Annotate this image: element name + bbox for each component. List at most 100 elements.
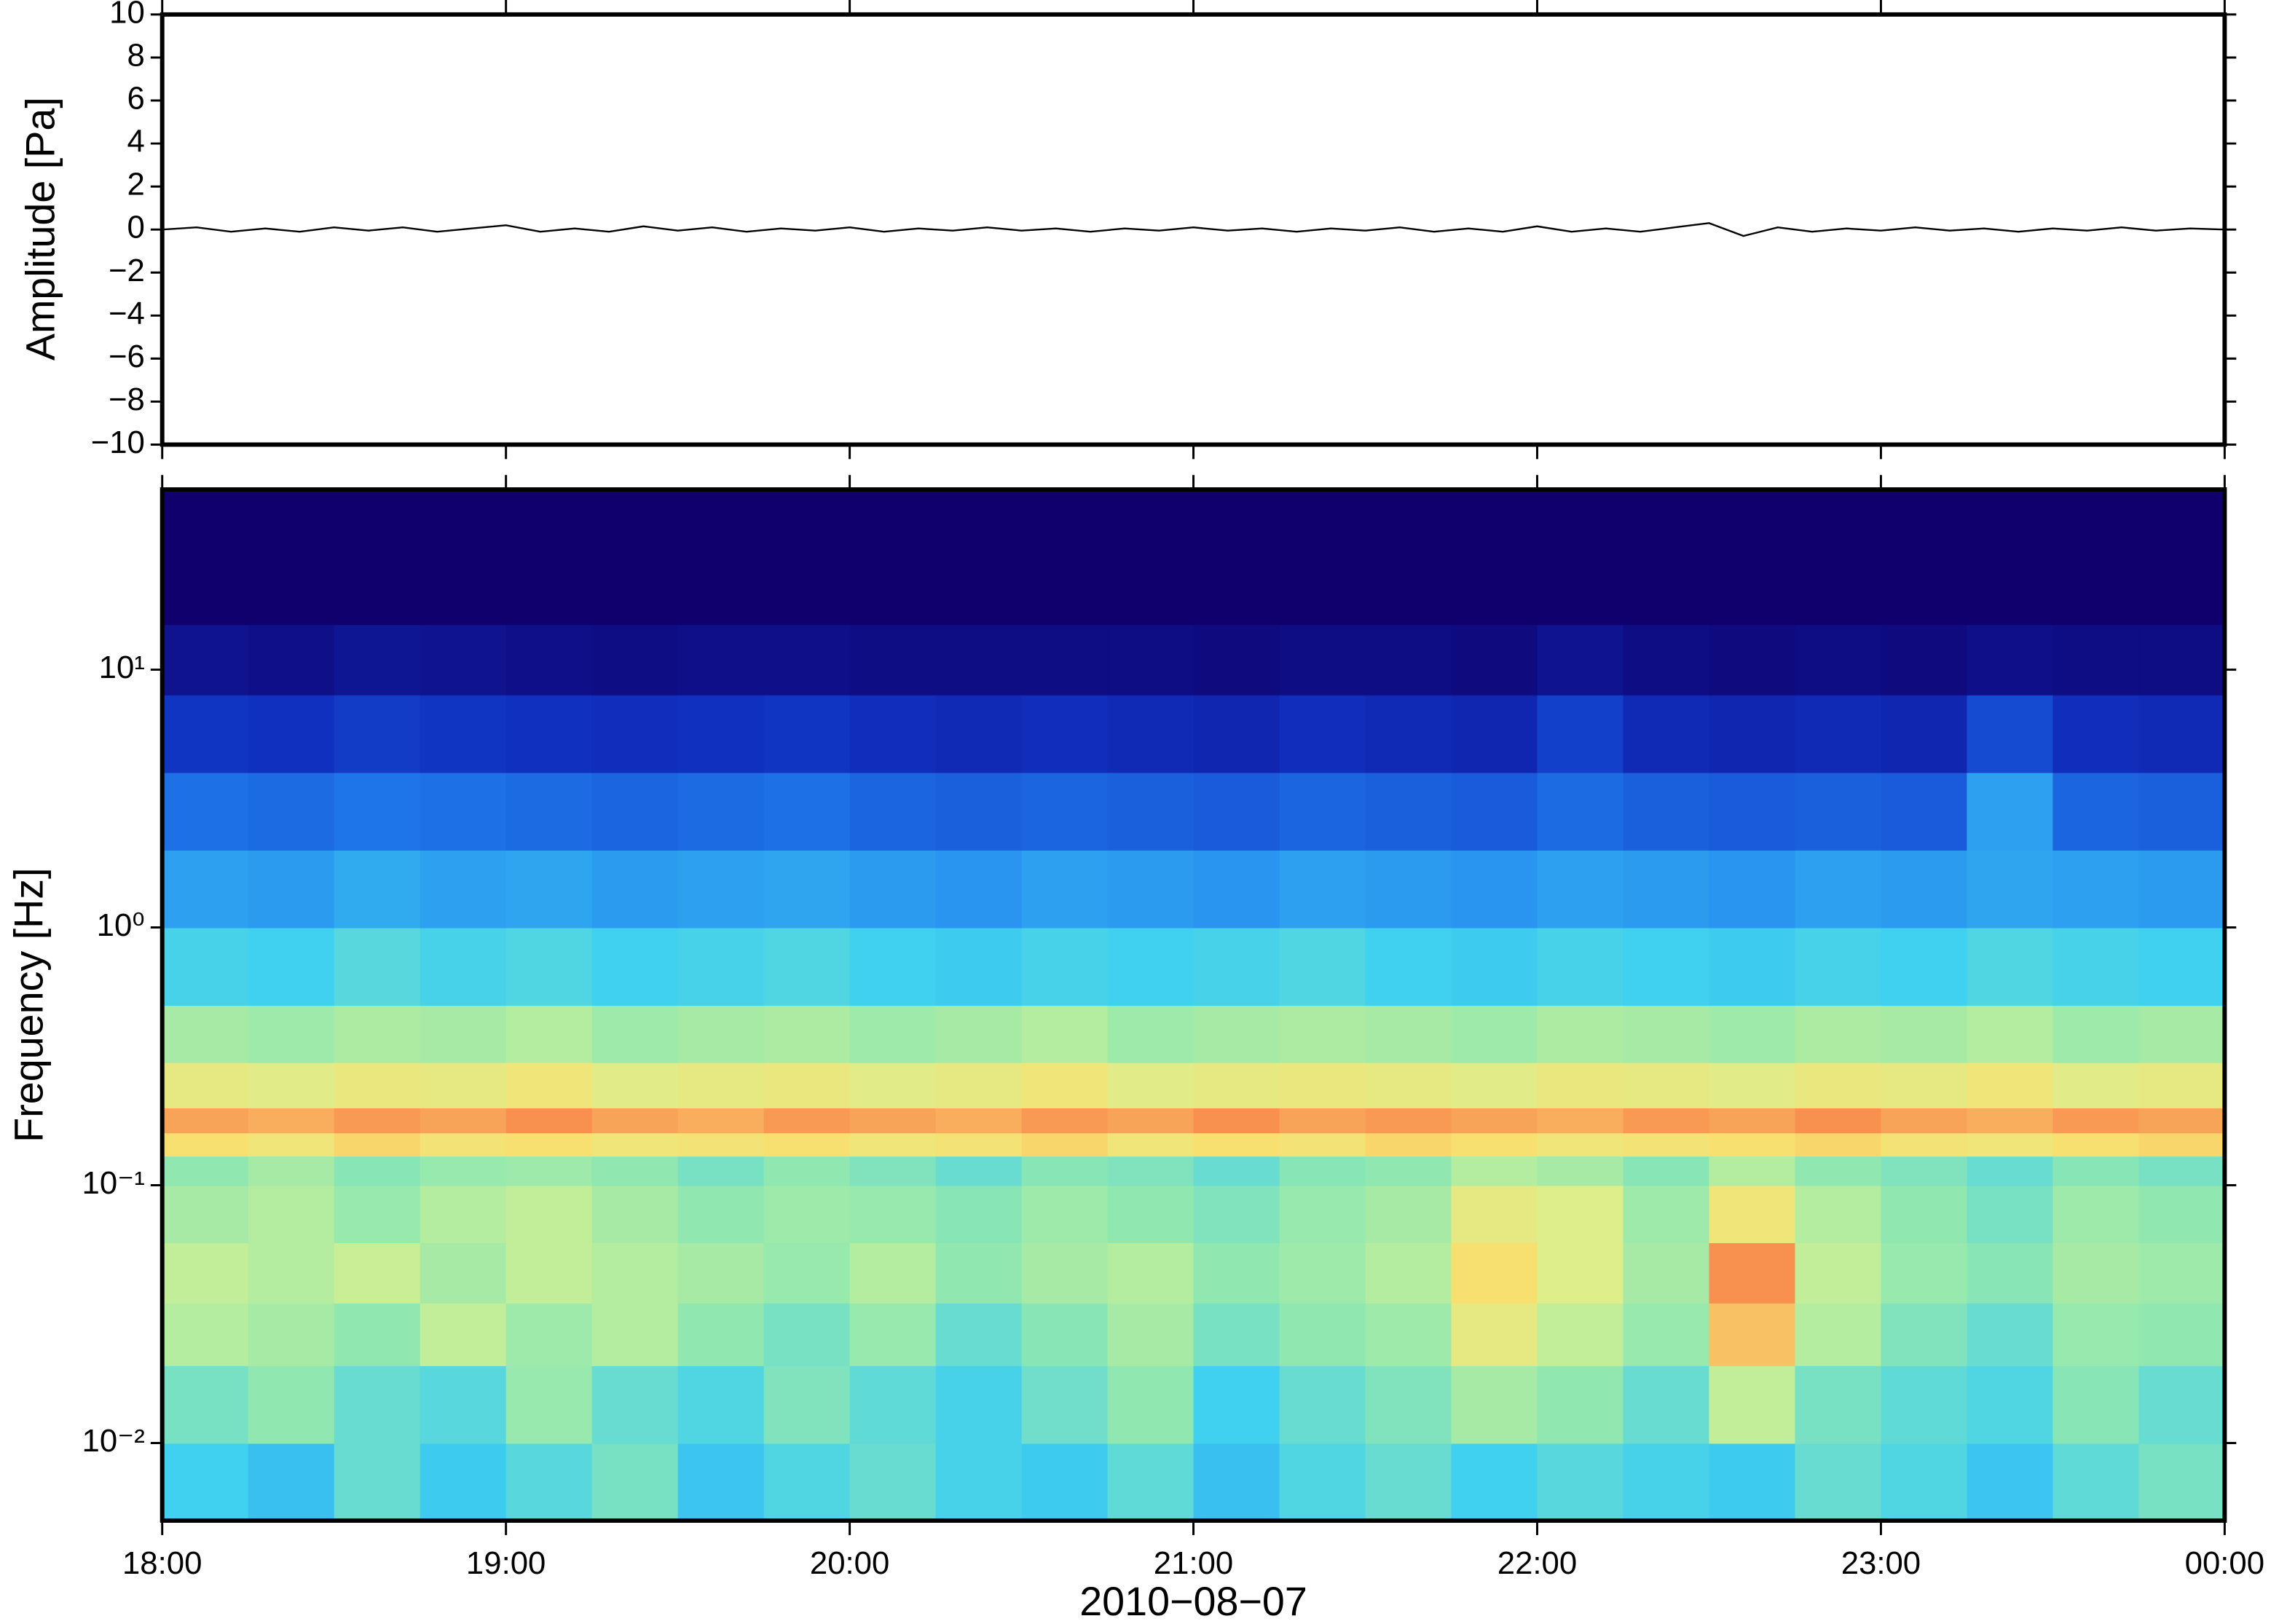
spectrogram-cell [677, 1302, 765, 1366]
spectrogram-cell [1279, 624, 1366, 695]
spectrogram-cell [763, 1156, 851, 1186]
spectrogram-cell [935, 1107, 1023, 1134]
spectrogram-cell [1537, 489, 1624, 626]
spectrogram-cell [334, 1156, 421, 1186]
spectrogram-cell [2138, 1107, 2226, 1134]
spectrogram-cell [935, 1302, 1023, 1366]
spectrogram-cell [1537, 927, 1624, 1006]
spectrogram-cell [591, 1365, 679, 1444]
spectrogram-cell [935, 1156, 1023, 1186]
spectrogram-cell [1623, 624, 1710, 695]
spectrogram-cell [1623, 849, 1710, 929]
spectrogram-cell [420, 489, 507, 626]
spectrogram-cell [2052, 1132, 2140, 1157]
spectrogram-cell [763, 1107, 851, 1134]
spectrogram-cell [2052, 489, 2140, 626]
spectrogram-cell [1967, 1443, 2054, 1522]
spectrogram-cell [505, 1062, 593, 1108]
y-tick-label: −6 [109, 339, 145, 374]
spectrogram-cell [1709, 694, 1796, 773]
spectrogram-cell [1279, 849, 1366, 929]
spectrogram-cell [1709, 1156, 1796, 1186]
y-tick-label: 10 [109, 0, 145, 30]
spectrogram-cell [1107, 772, 1194, 851]
spectrogram-cell [2138, 1443, 2226, 1522]
spectrogram-cell [420, 1107, 507, 1134]
spectrogram-cell [2138, 694, 2226, 773]
spectrogram-cell [1451, 694, 1538, 773]
spectrogram-cell [248, 1005, 335, 1063]
spectrogram-cell [1623, 1005, 1710, 1063]
spectrogram-cell [505, 1185, 593, 1244]
spectrogram-cell [420, 1185, 507, 1244]
spectrogram-cell [591, 694, 679, 773]
spectrogram-cell [1537, 1443, 1624, 1522]
spectrogram-cell [162, 694, 249, 773]
y-tick-label: −8 [109, 382, 145, 417]
spectrogram-cell [1451, 624, 1538, 695]
spectrogram-cell [1709, 1107, 1796, 1134]
spectrogram-cell [1451, 772, 1538, 851]
spectrogram-cell [1451, 1005, 1538, 1063]
spectrogram-cell [2052, 1062, 2140, 1108]
spectrogram-cell [1021, 849, 1109, 929]
spectrogram-cell [334, 1302, 421, 1366]
spectrogram-cell [1881, 1005, 1968, 1063]
spectrogram-cell [2052, 1242, 2140, 1304]
spectrogram-cell [1451, 489, 1538, 626]
spectrogram-cell [591, 1005, 679, 1063]
spectrogram-cell [2138, 1302, 2226, 1366]
spectrogram-cell [420, 1302, 507, 1366]
spectrogram-cell [2052, 772, 2140, 851]
spectrogram-cell [248, 624, 335, 695]
y-tick-label: 10⁻¹ [82, 1165, 145, 1201]
spectrogram-cell [505, 772, 593, 851]
spectrogram-cell [1021, 694, 1109, 773]
spectrogram-cell [162, 1443, 249, 1522]
spectrogram-cell [162, 1062, 249, 1108]
spectrogram-cell [1451, 849, 1538, 929]
spectrogram-cell [1709, 772, 1796, 851]
spectrogram-cell [1365, 489, 1452, 626]
spectrogram-cell [1193, 1302, 1280, 1366]
spectrogram-cell [2052, 1365, 2140, 1444]
spectrogram-cell [1451, 1107, 1538, 1134]
spectrogram-cell [1537, 1302, 1624, 1366]
spectrogram-cell [1193, 1242, 1280, 1304]
spectrogram-cell [505, 849, 593, 929]
spectrogram-cell [248, 927, 335, 1006]
spectrogram-cell [1021, 1062, 1109, 1108]
spectrogram-cell [1623, 1107, 1710, 1134]
spectrogram-cell [591, 1302, 679, 1366]
spectrogram-cell [591, 849, 679, 929]
spectrogram-cell [591, 927, 679, 1006]
spectrogram-cell [1967, 1107, 2054, 1134]
spectrogram-cell [763, 1062, 851, 1108]
spectrogram-cell [1193, 927, 1280, 1006]
spectrogram-cell [849, 772, 937, 851]
spectrogram-cell [1107, 624, 1194, 695]
spectrogram-cell [849, 1443, 937, 1522]
y-tick-label: −4 [109, 296, 145, 331]
spectrogram-cell [1021, 624, 1109, 695]
spectrogram-cell [2138, 927, 2226, 1006]
spectrogram-cell [2052, 624, 2140, 695]
spectrogram-cell [935, 927, 1023, 1006]
spectrogram-cell [248, 849, 335, 929]
y-tick-label: 2 [127, 167, 145, 202]
spectrogram-cell [1795, 1302, 1882, 1366]
spectrogram-cell [334, 1242, 421, 1304]
spectrogram-cell [1193, 1156, 1280, 1186]
spectrogram-cell [935, 489, 1023, 626]
spectrogram-cell [1107, 489, 1194, 626]
spectrogram-cell [1623, 1365, 1710, 1444]
spectrogram-cell [334, 772, 421, 851]
spectrogram-cell [162, 1365, 249, 1444]
spectrogram-cell [1537, 624, 1624, 695]
spectrogram-cell [1795, 1132, 1882, 1157]
y-tick-label: 6 [127, 81, 145, 117]
spectrogram-cell [505, 927, 593, 1006]
spectrogram-cell [1365, 1156, 1452, 1186]
spectrogram-cell [162, 927, 249, 1006]
y-tick-label: 10⁰ [97, 907, 145, 943]
